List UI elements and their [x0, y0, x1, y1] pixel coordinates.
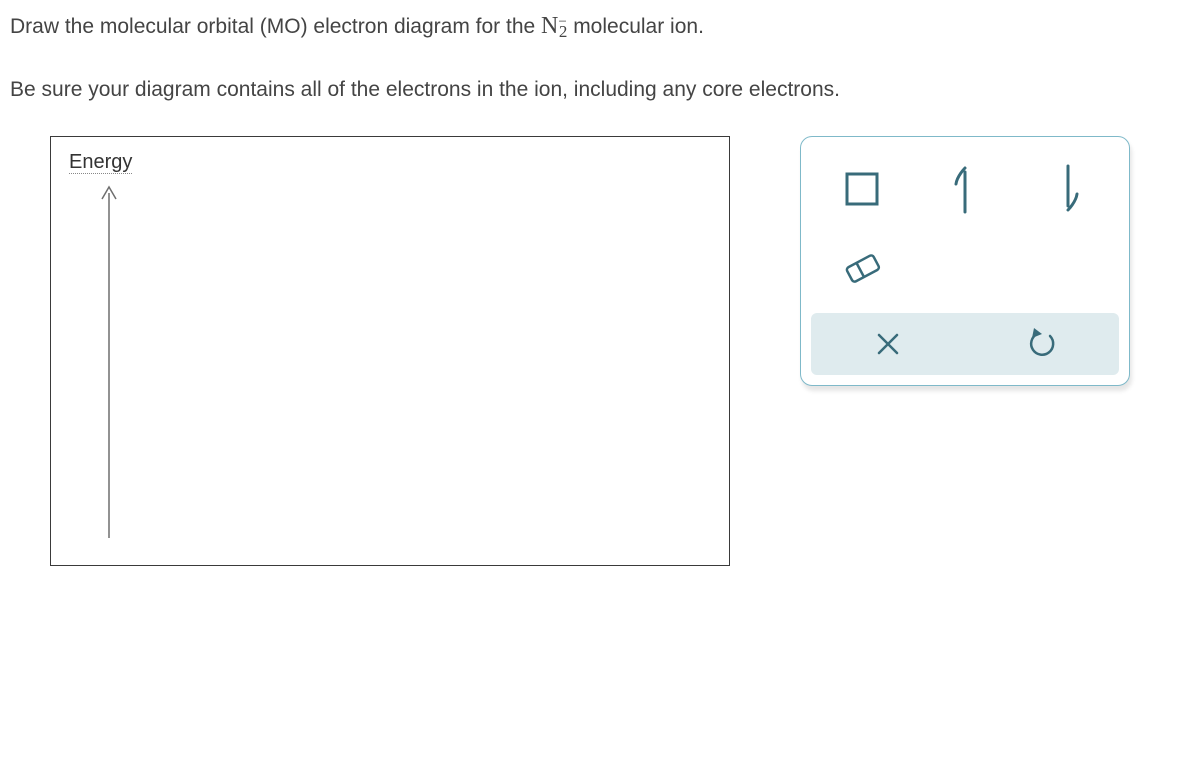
- reset-button[interactable]: [965, 313, 1119, 375]
- tool-empty-1: [920, 234, 1010, 304]
- drawing-canvas[interactable]: Energy: [50, 136, 730, 566]
- close-icon: [874, 330, 902, 358]
- undo-icon: [1026, 328, 1058, 360]
- spin-down-icon: [1051, 162, 1085, 216]
- work-area: Energy: [50, 136, 1190, 566]
- formula: N−2: [541, 13, 567, 39]
- question-line-1: Draw the molecular orbital (MO) electron…: [10, 8, 1190, 46]
- eraser-tool[interactable]: [817, 234, 907, 304]
- toolbox: [800, 136, 1130, 386]
- tool-grid: [811, 149, 1119, 309]
- toolbox-footer: [811, 313, 1119, 375]
- spin-up-icon: [948, 162, 982, 216]
- tool-empty-2: [1023, 234, 1113, 304]
- spin-down-tool[interactable]: [1023, 154, 1113, 224]
- energy-axis-label: Energy: [69, 151, 132, 174]
- question-line-2: Be sure your diagram contains all of the…: [10, 74, 1190, 106]
- eraser-icon: [838, 249, 886, 289]
- energy-axis-arrow: [99, 183, 119, 543]
- spin-up-tool[interactable]: [920, 154, 1010, 224]
- question-text-suffix: molecular ion.: [573, 15, 704, 38]
- orbital-box-icon: [842, 169, 882, 209]
- question-text-prefix: Draw the molecular orbital (MO) electron…: [10, 15, 541, 38]
- clear-button[interactable]: [811, 313, 965, 375]
- orbital-box-tool[interactable]: [817, 154, 907, 224]
